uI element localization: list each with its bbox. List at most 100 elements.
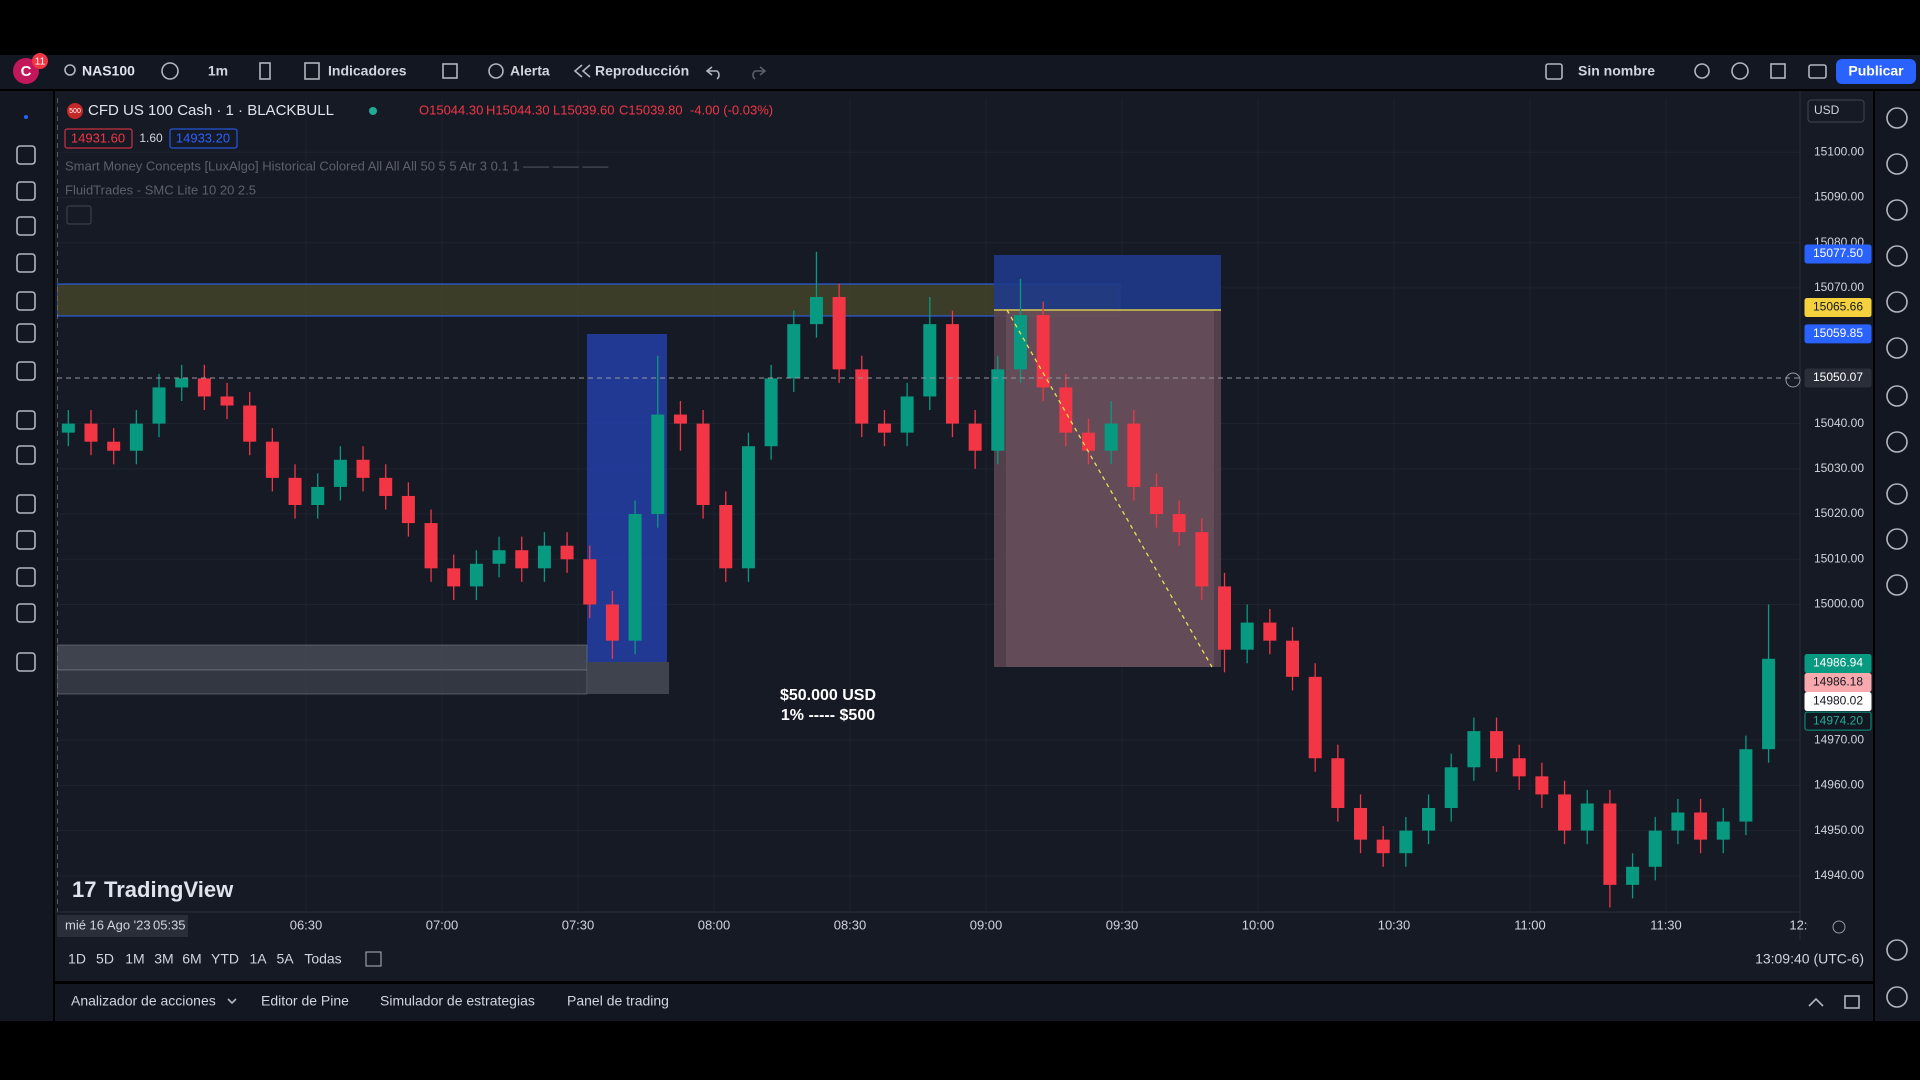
publish-label[interactable]: Publicar xyxy=(1848,63,1904,79)
symbol-title[interactable]: CFD US 100 Cash · 1 · BLACKBULL xyxy=(88,102,334,119)
price-badge-label: 14986.18 xyxy=(1813,675,1863,689)
layout-name[interactable]: Sin nombre xyxy=(1578,63,1655,79)
symbol-search[interactable]: NAS100 xyxy=(82,63,135,79)
tool-icon[interactable] xyxy=(16,530,36,550)
sidebar-icon[interactable] xyxy=(1886,574,1908,596)
replay-button[interactable]: Reproducción xyxy=(595,63,689,79)
range-button[interactable]: YTD xyxy=(211,951,239,967)
fullscreen[interactable] xyxy=(1770,63,1786,79)
search-icon[interactable] xyxy=(64,64,76,76)
tool-icon[interactable] xyxy=(16,603,36,623)
bottom-tab[interactable]: Panel de trading xyxy=(567,993,669,1009)
range-button[interactable]: 6M xyxy=(182,951,201,967)
tool-icon[interactable] xyxy=(16,494,36,514)
avatar-letter[interactable]: C xyxy=(21,63,32,80)
spread: 1.60 xyxy=(139,131,163,145)
tool-icon[interactable] xyxy=(16,652,36,672)
sidebar-icon[interactable] xyxy=(1886,385,1908,407)
tool-icon[interactable] xyxy=(16,410,36,430)
bottom-tab[interactable]: Editor de Pine xyxy=(261,993,349,1009)
sidebar-icon[interactable] xyxy=(1886,528,1908,550)
buy-price[interactable]: 14933.20 xyxy=(176,130,230,145)
currency[interactable]: USD xyxy=(1814,103,1840,117)
layouts-icon[interactable] xyxy=(442,63,458,79)
maximize-panel[interactable] xyxy=(1844,995,1860,1009)
drawings xyxy=(57,255,1221,695)
indicator-legend[interactable]: Smart Money Concepts [LuxAlgo] Historica… xyxy=(65,158,608,173)
publish-button[interactable] xyxy=(1836,59,1916,84)
candle-body xyxy=(1467,731,1481,768)
candle-body xyxy=(1286,640,1300,677)
tool-icon[interactable] xyxy=(16,145,36,165)
short-target-zone xyxy=(994,255,1221,310)
tool-icon[interactable] xyxy=(16,253,36,273)
replay-icon[interactable] xyxy=(573,64,591,78)
candle-body xyxy=(583,559,597,605)
currency-select[interactable] xyxy=(1807,99,1865,123)
sidebar-icon[interactable] xyxy=(1886,245,1908,267)
layout-icon[interactable] xyxy=(1545,63,1563,80)
range-button[interactable]: 1M xyxy=(125,951,144,967)
sidebar-icon[interactable] xyxy=(1886,153,1908,175)
tool-icon[interactable] xyxy=(16,445,36,465)
range-bar: 1D 5D 1M 3M 6M YTD 1A 5A Todas xyxy=(68,951,342,967)
bottom-tab[interactable]: Simulador de estrategias xyxy=(380,993,535,1009)
demand-zone xyxy=(57,669,588,695)
range-button[interactable]: 5D xyxy=(96,951,114,967)
tool-icon[interactable] xyxy=(16,216,36,236)
compare-icon[interactable] xyxy=(161,62,179,80)
indicators-icon[interactable] xyxy=(304,62,320,80)
tool-icon[interactable] xyxy=(16,323,36,343)
cursor-tool[interactable] xyxy=(24,115,28,119)
collapse-legend[interactable] xyxy=(66,205,92,225)
tool-icon[interactable] xyxy=(16,567,36,587)
sidebar-icon[interactable] xyxy=(1886,431,1908,453)
avatar[interactable] xyxy=(13,58,39,84)
alert-icon[interactable] xyxy=(488,63,504,79)
candle-body xyxy=(1127,423,1141,487)
watermark-logo: 17 xyxy=(72,877,96,902)
sidebar-icon[interactable] xyxy=(1886,107,1908,129)
range-button[interactable]: Todas xyxy=(304,951,341,967)
axis-settings[interactable] xyxy=(1832,920,1846,934)
right-sidebar xyxy=(1875,91,1920,1021)
range-button[interactable]: 1D xyxy=(68,951,86,967)
redo[interactable] xyxy=(752,66,767,80)
interval[interactable]: 1m xyxy=(208,63,228,79)
sell-button[interactable] xyxy=(64,128,133,149)
price-axis: 15100.0015090.0015080.0015070.0015040.00… xyxy=(1804,144,1872,882)
settings[interactable] xyxy=(1731,62,1749,80)
tool-icon[interactable] xyxy=(16,361,36,381)
alert-button[interactable]: Alerta xyxy=(510,63,550,79)
sidebar-icon[interactable] xyxy=(1886,986,1908,1008)
sidebar-icon[interactable] xyxy=(1886,199,1908,221)
chart-type-icon[interactable] xyxy=(259,62,271,80)
candle-body xyxy=(379,477,393,496)
range-button[interactable]: 3M xyxy=(154,951,173,967)
candle-body xyxy=(492,550,506,564)
undo[interactable] xyxy=(705,66,720,80)
sell-price[interactable]: 14931.60 xyxy=(71,130,125,145)
time-tick-label: 11:30 xyxy=(1650,917,1682,932)
collapse-panel[interactable] xyxy=(1808,997,1824,1007)
quick-search[interactable] xyxy=(1694,63,1710,79)
indicators-button[interactable]: Indicadores xyxy=(328,63,407,79)
indicator-legend[interactable]: FluidTrades - SMC Lite 10 20 2.5 xyxy=(65,182,256,197)
bottom-tab[interactable]: Analizador de acciones xyxy=(71,993,216,1009)
range-button[interactable]: 5A xyxy=(276,951,294,967)
sidebar-icon[interactable] xyxy=(1886,337,1908,359)
time-tick-label: 07:30 xyxy=(562,917,595,932)
date-range-icon[interactable] xyxy=(365,951,382,967)
crosshair-add[interactable] xyxy=(1785,372,1801,388)
price-tick-label: 15020.00 xyxy=(1814,506,1864,520)
tool-icon[interactable] xyxy=(16,291,36,311)
sidebar-icon[interactable] xyxy=(1886,939,1908,961)
range-button[interactable]: 1A xyxy=(249,951,267,967)
buy-button[interactable] xyxy=(169,128,238,149)
sidebar-icon[interactable] xyxy=(1886,483,1908,505)
tool-icon[interactable] xyxy=(16,181,36,201)
snapshot[interactable] xyxy=(1808,64,1827,79)
chevron[interactable] xyxy=(227,998,237,1005)
sidebar-icon[interactable] xyxy=(1886,291,1908,313)
candle-body xyxy=(1694,812,1708,840)
